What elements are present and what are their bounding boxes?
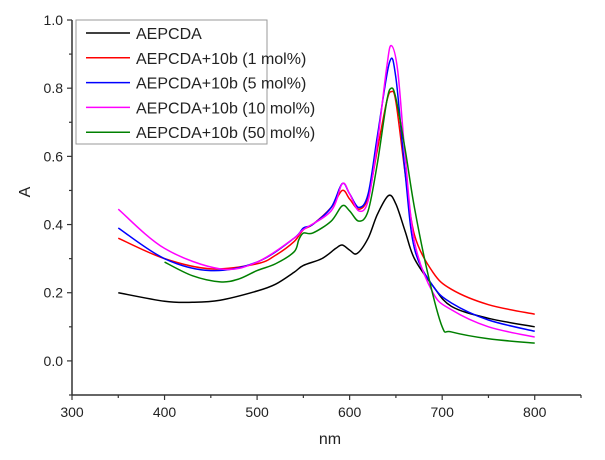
x-tick-label: 700 <box>431 404 455 420</box>
x-tick-label: 500 <box>245 404 269 420</box>
y-axis-label: A <box>17 186 34 197</box>
y-tick-label: 0.4 <box>44 217 64 233</box>
legend-label: AEPCDA+10b (5 mol%) <box>136 76 306 93</box>
series-line-0 <box>118 194 535 328</box>
y-tick-label: 1.0 <box>44 12 64 28</box>
y-tick-label: 0.8 <box>44 80 64 96</box>
y-tick-label: 0.0 <box>44 353 64 369</box>
series-line-4 <box>164 87 535 344</box>
x-tick-label: 300 <box>60 404 84 420</box>
legend-label: AEPCDA+10b (10 mol%) <box>136 100 315 117</box>
x-axis-label: nm <box>319 431 341 448</box>
legend-label: AEPCDA <box>136 26 202 43</box>
x-tick-label: 400 <box>153 404 177 420</box>
x-tick-label: 800 <box>523 404 547 420</box>
y-tick-label: 0.6 <box>44 148 64 164</box>
series-lines <box>117 44 535 344</box>
series-line-1 <box>117 90 535 315</box>
series-line-3 <box>117 44 535 338</box>
legend-label: AEPCDA+10b (1 mol%) <box>136 51 306 68</box>
y-tick-label: 0.2 <box>44 285 64 301</box>
x-tick-label: 600 <box>338 404 362 420</box>
legend: AEPCDA AEPCDA+10b (1 mol%) AEPCDA+10b (5 m… <box>75 19 315 145</box>
axes: 300 400 500 600 700 800 0.0 0.2 0.4 0.6 0.8 1.0 <box>44 12 582 420</box>
legend-label: AEPCDA+10b (50 mol%) <box>136 125 315 142</box>
